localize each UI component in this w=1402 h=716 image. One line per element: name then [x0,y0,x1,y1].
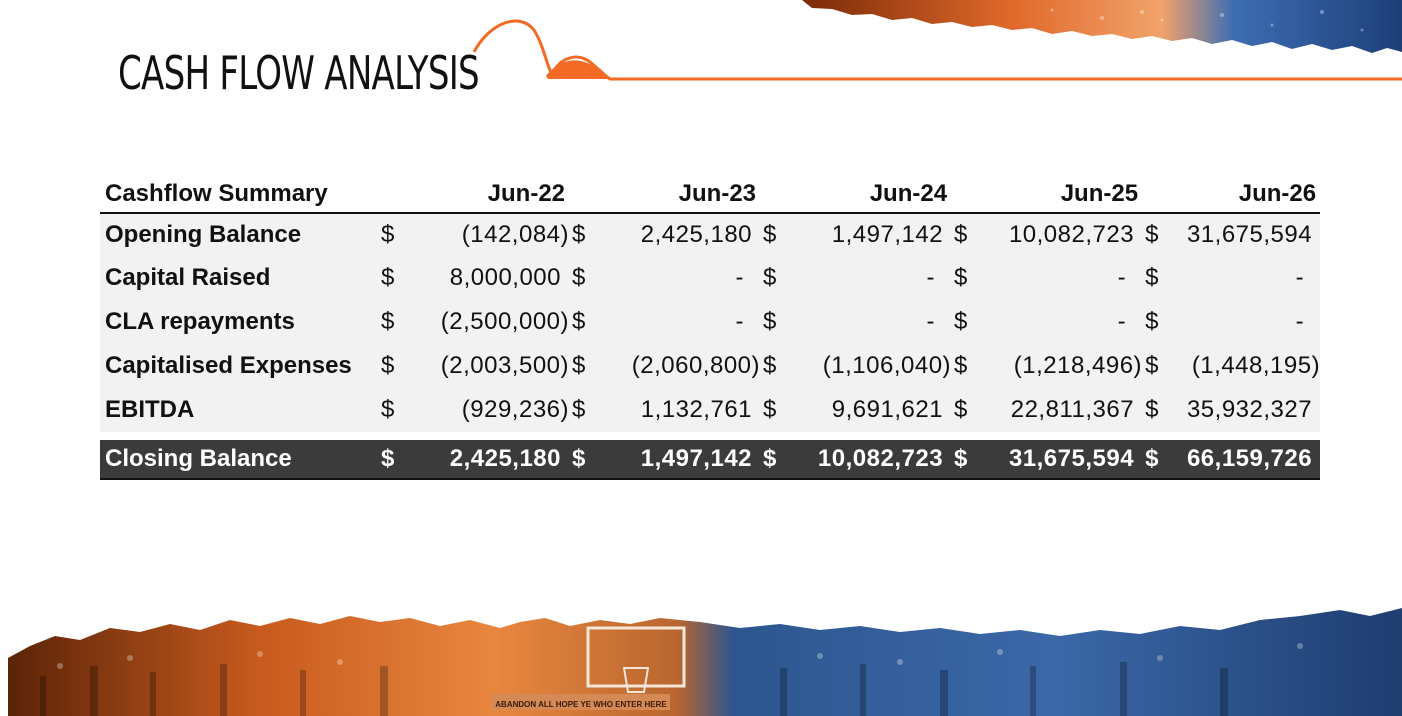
table-header-row: Cashflow Summary Jun-22 Jun-23 Jun-24 Ju… [100,176,1321,214]
currency-symbol: $ [378,213,412,256]
currency-symbol: $ [378,344,412,388]
cell-value: 31,675,594 [1176,213,1321,256]
cell-value: 66,159,726 [1176,432,1321,480]
currency-symbol: $ [760,432,795,480]
column-header: Jun-26 [1142,176,1321,214]
table-row-closing-balance: Closing Balance $ 2,425,180 $ 1,497,142 … [100,432,1321,480]
table-row-ebitda: EBITDA $ (929,236) $ 1,132,761 $ 9,691,6… [100,388,1321,436]
currency-symbol: $ [1142,300,1177,344]
column-header: Jun-22 [378,176,570,214]
currency-symbol: $ [760,213,795,256]
cell-value: 31,675,594 [985,432,1143,480]
currency-symbol: $ [760,300,795,344]
currency-symbol: $ [378,388,412,436]
cell-value: - [1176,256,1321,300]
row-label: Capitalised Expenses [100,344,378,388]
cell-value: 10,082,723 [794,432,952,480]
cell-value: 2,425,180 [412,432,570,480]
row-label: EBITDA [100,388,378,436]
currency-symbol: $ [951,213,986,256]
table-row-capital-raised: Capital Raised $ 8,000,000 $ - $ - $ - $… [100,256,1321,300]
cell-value: 1,497,142 [603,432,761,480]
currency-symbol: $ [569,256,604,300]
table-header-label: Cashflow Summary [100,176,378,214]
banner-sign-text: ABANDON ALL HOPE YE WHO ENTER HERE [495,700,667,709]
cell-value: (1,106,040) [794,344,952,388]
cell-value: (142,084) [412,213,570,256]
cell-value: (1,448,195) [1176,344,1321,388]
table-row-capitalised-expenses: Capitalised Expenses $ (2,003,500) $ (2,… [100,344,1321,388]
currency-symbol: $ [951,432,986,480]
cell-value: - [794,300,952,344]
table-row-opening-balance: Opening Balance $ (142,084) $ 2,425,180 … [100,213,1321,256]
currency-symbol: $ [1142,256,1177,300]
table-row-cla-repayments: CLA repayments $ (2,500,000) $ - $ - $ -… [100,300,1321,344]
currency-symbol: $ [951,256,986,300]
currency-symbol: $ [1142,213,1177,256]
column-header: Jun-24 [760,176,952,214]
cell-value: (1,218,496) [985,344,1143,388]
currency-symbol: $ [1142,432,1177,480]
currency-symbol: $ [760,388,795,436]
cell-value: - [603,300,761,344]
currency-symbol: $ [569,213,604,256]
currency-symbol: $ [760,344,795,388]
cell-value: - [1176,300,1321,344]
cell-value: 2,425,180 [603,213,761,256]
row-label: Capital Raised [100,256,378,300]
column-header: Jun-23 [569,176,761,214]
currency-symbol: $ [951,344,986,388]
row-label: Closing Balance [100,432,378,480]
currency-symbol: $ [569,432,604,480]
currency-symbol: $ [378,256,412,300]
cell-value: 35,932,327 [1176,388,1321,436]
cell-value: - [985,256,1143,300]
cell-value: 1,132,761 [603,388,761,436]
title-swoosh-line [472,19,1402,81]
cell-value: (2,500,000) [412,300,570,344]
column-header: Jun-25 [951,176,1143,214]
cashflow-summary-table: Cashflow Summary Jun-22 Jun-23 Jun-24 Ju… [100,176,1321,480]
cell-value: - [985,300,1143,344]
currency-symbol: $ [951,300,986,344]
currency-symbol: $ [1142,388,1177,436]
bottom-crowd-banner-image [8,608,1402,716]
row-label: CLA repayments [100,300,378,344]
backboard-shape [586,626,686,688]
cell-value: (929,236) [412,388,570,436]
currency-symbol: $ [569,344,604,388]
top-banner-image [802,0,1402,53]
currency-symbol: $ [760,256,795,300]
cell-value: 10,082,723 [985,213,1143,256]
currency-symbol: $ [951,388,986,436]
cell-value: - [603,256,761,300]
page-title: CASH FLOW ANALYSIS [118,46,480,100]
currency-symbol: $ [569,388,604,436]
cell-value: 9,691,621 [794,388,952,436]
cell-value: (2,003,500) [412,344,570,388]
currency-symbol: $ [378,432,412,480]
cell-value: 1,497,142 [794,213,952,256]
cell-value: 22,811,367 [985,388,1143,436]
currency-symbol: $ [569,300,604,344]
currency-symbol: $ [378,300,412,344]
currency-symbol: $ [1142,344,1177,388]
cell-value: - [794,256,952,300]
row-label: Opening Balance [100,213,378,256]
cell-value: 8,000,000 [412,256,570,300]
cell-value: (2,060,800) [603,344,761,388]
